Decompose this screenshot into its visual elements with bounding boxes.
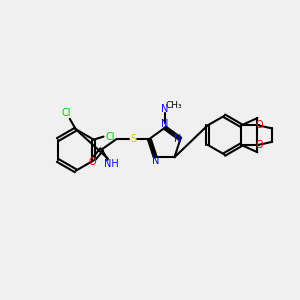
Text: N: N	[174, 134, 181, 144]
Text: O: O	[88, 157, 96, 167]
Text: Cl: Cl	[61, 108, 70, 118]
Text: NH: NH	[104, 159, 119, 169]
Text: O: O	[255, 140, 263, 150]
Text: Cl: Cl	[105, 132, 115, 142]
Text: CH₃: CH₃	[166, 101, 182, 110]
Text: N: N	[161, 119, 169, 129]
Text: N: N	[152, 156, 159, 166]
Text: S: S	[130, 134, 136, 144]
Text: N: N	[161, 104, 169, 114]
Text: O: O	[255, 121, 263, 130]
